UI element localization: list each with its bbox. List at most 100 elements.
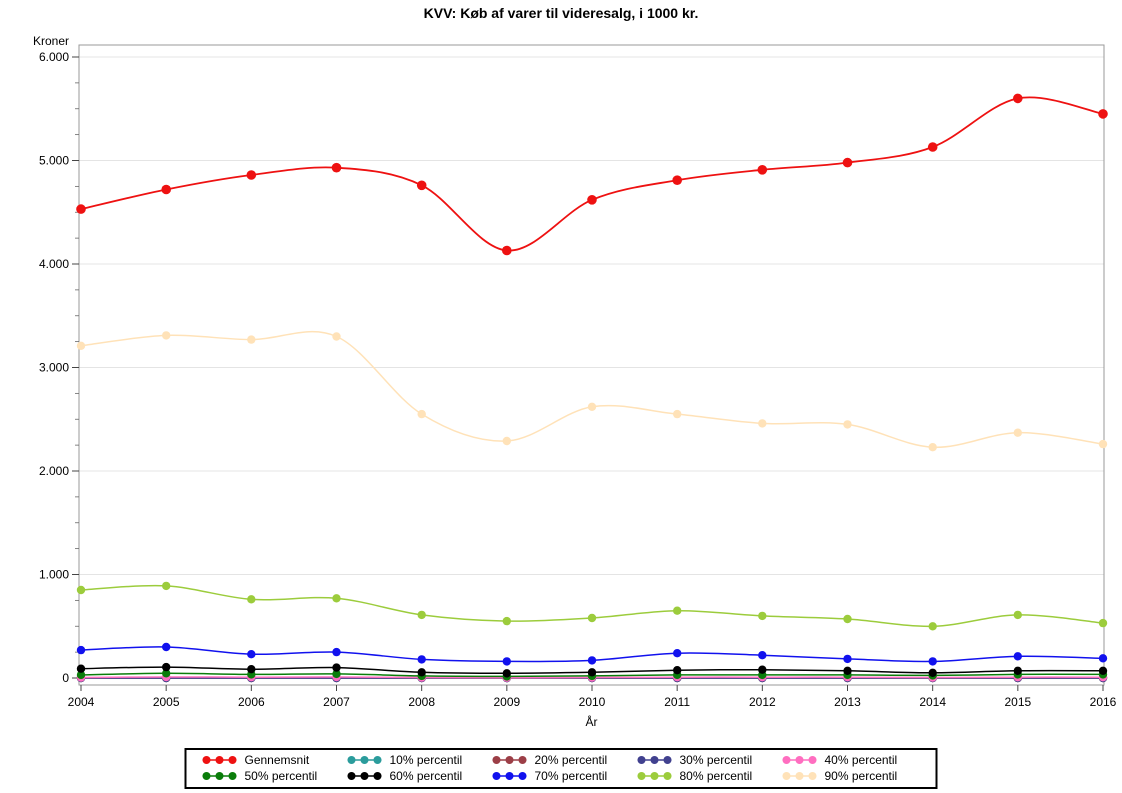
- data-point-90-percentil: [587, 402, 597, 411]
- legend-marker-icon: [347, 756, 382, 764]
- x-tick-label: 2004: [68, 695, 95, 709]
- data-point-60-percentil: [673, 666, 682, 675]
- data-point-70-percentil: [417, 655, 426, 664]
- legend-item-gennemsnit: Gennemsnit: [201, 752, 346, 768]
- legend-item-30-percentil: 30% percentil: [636, 752, 781, 768]
- data-point-80-percentil: [417, 610, 426, 620]
- series-line-90-percentil: [80, 330, 1104, 448]
- data-point-60-percentil: [332, 663, 341, 672]
- data-point-50-percentil: [332, 669, 341, 679]
- data-point-70-percentil: [928, 657, 937, 666]
- x-tick-label: 2011: [664, 695, 690, 709]
- data-point-70-percentil: [1098, 654, 1108, 663]
- data-point-80-percentil: [587, 613, 597, 623]
- y-tick-label: 3.000: [39, 361, 69, 375]
- data-point-90-percentil: [928, 443, 937, 452]
- y-tick-label: 0: [62, 671, 69, 685]
- data-point-70-percentil: [247, 650, 256, 659]
- data-point-gennemsnit: [416, 180, 427, 191]
- x-tick-label: 2006: [238, 695, 265, 709]
- legend-label: 60% percentil: [389, 769, 463, 783]
- x-tick-label: 2012: [749, 695, 776, 709]
- data-point-gennemsnit: [757, 165, 768, 175]
- data-point-gennemsnit: [161, 184, 171, 195]
- x-tick-label: 2016: [1090, 695, 1117, 709]
- plot-frame: [78, 44, 1105, 686]
- legend-label: 70% percentil: [534, 769, 608, 783]
- data-point-90-percentil: [417, 409, 426, 419]
- series-line-gennemsnit: [80, 96, 1104, 252]
- data-point-70-percentil: [1013, 652, 1022, 661]
- data-point-90-percentil: [673, 409, 682, 419]
- data-point-gennemsnit: [587, 195, 597, 205]
- legend-marker-icon: [637, 756, 672, 764]
- data-point-gennemsnit: [502, 245, 512, 256]
- y-tick-label: 1.000: [39, 568, 69, 582]
- data-point-80-percentil: [673, 606, 682, 615]
- data-point-60-percentil: [758, 665, 767, 674]
- data-point-80-percentil: [1098, 618, 1108, 628]
- y-tick-label: 6.000: [39, 50, 69, 64]
- legend-item-80-percentil: 80% percentil: [636, 768, 781, 784]
- legend-item-10-percentil: 10% percentil: [346, 752, 491, 768]
- y-tick-label: 4.000: [39, 257, 69, 271]
- data-point-60-percentil: [1098, 666, 1108, 675]
- data-point-60-percentil: [843, 666, 852, 675]
- legend-label: 90% percentil: [824, 769, 898, 783]
- data-point-50-percentil: [162, 669, 171, 678]
- data-point-gennemsnit: [331, 162, 342, 173]
- legend-item-20-percentil: 20% percentil: [491, 752, 636, 768]
- data-point-90-percentil: [843, 420, 852, 429]
- data-point-90-percentil: [502, 436, 511, 446]
- data-point-80-percentil: [502, 616, 511, 626]
- legend-item-60-percentil: 60% percentil: [346, 768, 491, 784]
- data-point-60-percentil: [928, 668, 937, 677]
- data-point-80-percentil: [76, 585, 86, 595]
- legend-marker-icon: [492, 756, 527, 764]
- legend-marker-icon: [202, 756, 237, 764]
- data-point-90-percentil: [1098, 439, 1108, 449]
- data-point-gennemsnit: [76, 204, 86, 214]
- x-tick-label: 2007: [323, 695, 350, 709]
- x-tick-label: 2015: [1004, 695, 1031, 709]
- data-point-60-percentil: [502, 669, 511, 678]
- x-tick-label: 2005: [153, 695, 180, 709]
- data-point-60-percentil: [587, 668, 597, 677]
- data-point-60-percentil: [417, 668, 426, 677]
- data-point-80-percentil: [843, 614, 852, 624]
- legend-item-70-percentil: 70% percentil: [491, 768, 636, 784]
- x-tick-label: 2009: [493, 695, 520, 709]
- data-point-80-percentil: [332, 594, 341, 603]
- data-point-90-percentil: [162, 331, 171, 340]
- legend-item-50-percentil: 50% percentil: [201, 768, 346, 784]
- data-point-90-percentil: [1013, 428, 1022, 437]
- legend-label: 10% percentil: [389, 753, 463, 767]
- chart-title: KVV: Køb af varer til videresalg, i 1000…: [423, 5, 699, 21]
- x-tick-label: 2010: [579, 695, 606, 709]
- chart-legend: Gennemsnit 10% percentil 20% percentil 30% …: [184, 748, 938, 789]
- data-point-70-percentil: [76, 645, 86, 655]
- data-point-60-percentil: [247, 665, 256, 674]
- data-point-60-percentil: [162, 662, 171, 672]
- data-point-70-percentil: [587, 656, 597, 665]
- data-point-60-percentil: [1013, 666, 1022, 675]
- legend-item-90-percentil: 90% percentil: [781, 768, 926, 784]
- data-point-60-percentil: [76, 664, 86, 673]
- data-point-90-percentil: [76, 341, 86, 350]
- data-point-90-percentil: [332, 332, 341, 341]
- data-point-gennemsnit: [927, 142, 938, 152]
- legend-marker-icon: [637, 772, 672, 780]
- data-point-gennemsnit: [1098, 109, 1108, 119]
- data-point-80-percentil: [1013, 610, 1022, 620]
- legend-marker-icon: [492, 772, 527, 780]
- data-point-80-percentil: [928, 622, 937, 631]
- x-tick-label: 2013: [834, 695, 861, 709]
- data-point-70-percentil: [673, 649, 682, 658]
- data-point-70-percentil: [502, 657, 511, 666]
- legend-label: Gennemsnit: [244, 753, 310, 767]
- x-tick-label: 2008: [408, 695, 435, 709]
- legend-marker-icon: [782, 756, 817, 764]
- legend-label: 30% percentil: [679, 753, 753, 767]
- data-point-70-percentil: [162, 642, 171, 652]
- y-tick-label: 5.000: [39, 154, 69, 168]
